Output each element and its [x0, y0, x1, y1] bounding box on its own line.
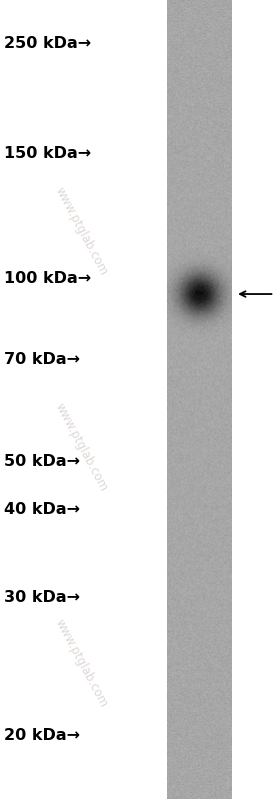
- Text: 250 kDa→: 250 kDa→: [4, 37, 91, 51]
- Text: 100 kDa→: 100 kDa→: [4, 271, 91, 285]
- Text: 50 kDa→: 50 kDa→: [4, 455, 80, 469]
- Text: 40 kDa→: 40 kDa→: [4, 503, 80, 517]
- Text: 30 kDa→: 30 kDa→: [4, 590, 80, 605]
- Text: 20 kDa→: 20 kDa→: [4, 728, 80, 742]
- Text: 70 kDa→: 70 kDa→: [4, 352, 80, 367]
- Text: 150 kDa→: 150 kDa→: [4, 146, 91, 161]
- Text: www.ptglab.com: www.ptglab.com: [52, 185, 110, 278]
- Text: www.ptglab.com: www.ptglab.com: [52, 617, 110, 710]
- Text: www.ptglab.com: www.ptglab.com: [52, 401, 110, 494]
